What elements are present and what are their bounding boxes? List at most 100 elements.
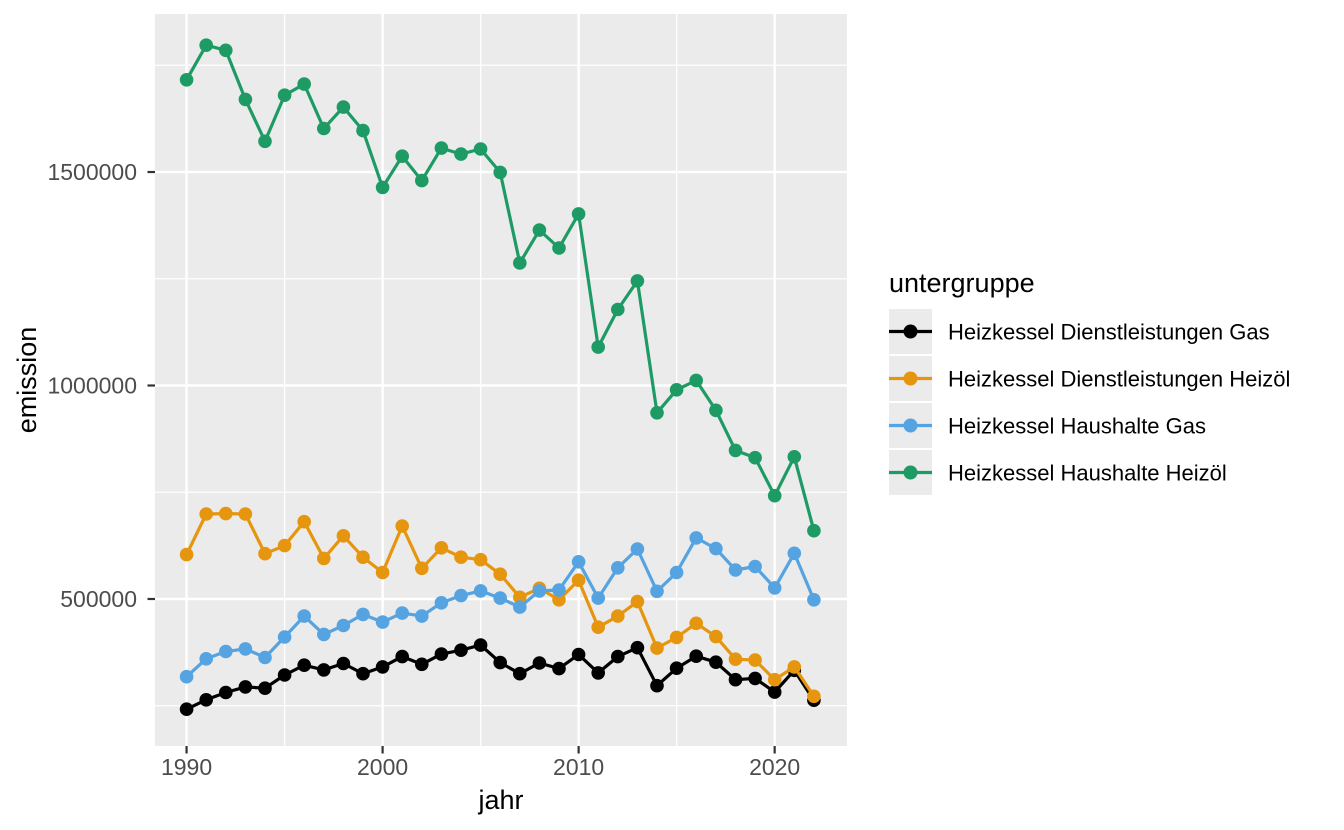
data-point-2012 [611, 609, 625, 623]
data-point-2017 [709, 655, 723, 669]
data-point-2004 [454, 147, 468, 161]
legend-item-heizkessel-dienstleistungen-heizoel: Heizkessel Dienstleistungen Heizöl [889, 356, 1290, 401]
data-point-2018 [728, 672, 743, 687]
data-point-2000 [375, 565, 390, 580]
data-point-1998 [336, 529, 351, 543]
data-point-2003 [434, 141, 449, 155]
data-point-2012 [611, 561, 625, 575]
data-point-1991 [199, 38, 213, 52]
data-point-2020 [767, 672, 782, 687]
data-point-2020 [767, 685, 782, 699]
data-point-1997 [317, 121, 331, 136]
data-point-2001 [395, 519, 410, 533]
data-point-2012 [611, 302, 625, 317]
axis-tick-labels: 1990 2000 2010 2020 500000 1000000 1500000 [47, 159, 800, 780]
data-point-2000 [375, 660, 390, 674]
data-point-1998 [336, 656, 351, 671]
data-point-2000 [375, 180, 390, 195]
data-point-2012 [611, 649, 625, 664]
series-heizkessel-dienstleistungen-gas [179, 638, 821, 716]
data-point-1991 [199, 507, 213, 521]
major-gridlines [155, 14, 847, 746]
data-point-2002 [415, 609, 429, 623]
data-point-2014 [650, 406, 664, 420]
minor-gridlines [155, 14, 847, 746]
data-point-1999 [356, 607, 370, 622]
data-point-1992 [219, 644, 233, 659]
data-point-1990 [179, 547, 194, 562]
data-point-2019 [748, 653, 762, 667]
legend-label: Heizkessel Dienstleistungen Gas [948, 320, 1270, 345]
data-point-2017 [709, 541, 723, 556]
legend: untergruppe Heizkessel Dienstleistungen … [889, 268, 1290, 495]
data-point-2019 [748, 559, 762, 574]
data-point-2007 [513, 600, 527, 614]
data-point-1990 [179, 669, 194, 684]
data-point-1992 [219, 685, 233, 700]
data-point-2022 [807, 523, 821, 538]
legend-key-point [903, 371, 918, 386]
data-point-2021 [787, 450, 802, 464]
y-tick-label: 500000 [60, 586, 137, 612]
data-point-2010 [571, 207, 586, 221]
data-point-2019 [748, 450, 762, 465]
data-point-1993 [238, 507, 253, 521]
data-point-1997 [317, 551, 331, 566]
y-tick-label: 1500000 [47, 159, 137, 185]
series-heizkessel-haushalte-gas [179, 531, 821, 684]
legend-item-heizkessel-haushalte-gas: Heizkessel Haushalte Gas [889, 403, 1206, 448]
data-point-2020 [767, 581, 782, 595]
x-tick-label: 2020 [749, 754, 800, 780]
data-point-2018 [728, 563, 743, 577]
data-point-2005 [473, 638, 488, 652]
data-point-2015 [669, 383, 684, 397]
data-point-2018 [728, 443, 743, 458]
data-point-1999 [356, 123, 370, 138]
data-point-2003 [434, 647, 449, 661]
legend-key-point [903, 324, 918, 339]
data-point-2016 [689, 373, 703, 388]
data-point-2015 [669, 661, 684, 675]
data-point-2008 [532, 584, 547, 598]
data-point-2008 [532, 656, 547, 670]
data-point-2006 [493, 591, 508, 605]
data-point-2014 [650, 584, 664, 599]
data-point-2003 [434, 596, 449, 610]
legend-label: Heizkessel Dienstleistungen Heizöl [948, 367, 1290, 392]
data-point-2005 [473, 552, 488, 567]
series-heizkessel-haushalte-heizoel [179, 38, 821, 538]
legend-label: Heizkessel Haushalte Gas [948, 414, 1206, 439]
data-point-2008 [532, 223, 547, 237]
data-point-2006 [493, 655, 508, 670]
data-point-2001 [395, 149, 410, 163]
data-point-1992 [219, 43, 233, 58]
data-point-2010 [571, 555, 586, 569]
data-point-2002 [415, 657, 429, 672]
data-point-2016 [689, 616, 703, 631]
data-point-1991 [199, 652, 213, 666]
data-point-2006 [493, 567, 508, 581]
legend-label: Heizkessel Haushalte Heizöl [948, 461, 1227, 486]
data-point-1993 [238, 680, 253, 694]
data-point-1996 [297, 514, 312, 529]
data-point-2004 [454, 550, 468, 564]
x-tick-label: 1990 [161, 754, 212, 780]
data-point-1996 [297, 77, 312, 91]
data-point-2016 [689, 649, 703, 663]
data-point-2022 [807, 593, 821, 607]
data-point-2006 [493, 165, 508, 180]
data-point-1994 [258, 650, 272, 665]
data-point-1992 [219, 506, 233, 521]
x-tick-label: 2000 [357, 754, 408, 780]
data-point-1990 [179, 702, 194, 716]
data-point-2014 [650, 678, 664, 693]
data-point-1995 [277, 88, 292, 102]
data-point-1994 [258, 134, 272, 149]
data-point-2009 [552, 583, 566, 597]
data-point-2007 [513, 256, 527, 270]
data-point-1990 [179, 73, 194, 87]
plot-panel [155, 14, 847, 746]
data-point-2011 [591, 620, 605, 634]
data-point-1996 [297, 658, 312, 672]
